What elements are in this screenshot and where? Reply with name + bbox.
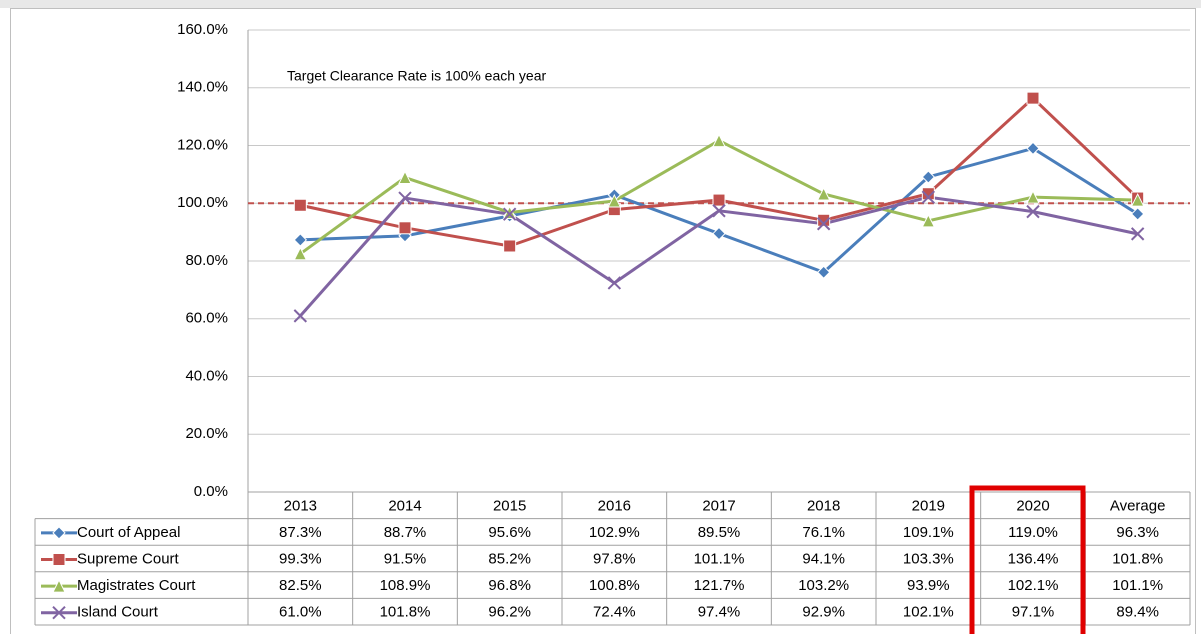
marker [293, 233, 308, 247]
x-tick-label: 2015 [493, 497, 526, 514]
marker [1130, 227, 1145, 241]
marker [712, 204, 726, 218]
marker [1130, 207, 1145, 221]
table-value: 108.9% [380, 577, 431, 594]
table-value: 82.5% [279, 577, 322, 594]
marker [1026, 141, 1040, 156]
table-value: 96.3% [1116, 524, 1159, 541]
table-value: 102.9% [589, 524, 640, 541]
table-value: 96.8% [488, 577, 531, 594]
marker [398, 221, 412, 235]
marker [293, 246, 308, 261]
table-value: 88.7% [384, 524, 427, 541]
legend-label: Court of Appeal [77, 524, 180, 541]
marker [816, 217, 831, 231]
y-tick-label: 0.0% [194, 483, 228, 500]
table-value: 103.2% [798, 577, 849, 594]
marker [817, 213, 831, 227]
marker [52, 553, 66, 566]
marker [52, 526, 66, 540]
top-bar [0, 0, 1201, 8]
table-value: 93.9% [907, 577, 950, 594]
table-value: 121.7% [694, 577, 745, 594]
table-value: 96.2% [488, 604, 531, 621]
x-tick-label: 2014 [388, 497, 421, 514]
y-tick-label: 80.0% [185, 252, 228, 269]
marker [293, 309, 308, 323]
marker [816, 265, 831, 279]
x-tick-label: 2018 [807, 497, 840, 514]
table-value: 101.8% [1112, 550, 1163, 567]
marker [607, 193, 622, 208]
table-value: 136.4% [1008, 550, 1059, 567]
table-value: 89.5% [698, 524, 741, 541]
table-value: 85.2% [488, 550, 531, 567]
marker [921, 170, 936, 184]
chart-frame [10, 8, 1196, 639]
table-value: 101.1% [1112, 577, 1163, 594]
legend-label: Supreme Court [77, 550, 180, 567]
marker [607, 276, 622, 290]
marker [921, 190, 936, 204]
y-tick-label: 60.0% [185, 310, 228, 327]
marker [921, 187, 935, 201]
table-value: 61.0% [279, 604, 322, 621]
marker [921, 213, 936, 228]
table-value: 103.3% [903, 550, 954, 567]
marker [52, 578, 66, 593]
marker [712, 226, 726, 241]
table-value: 89.4% [1116, 604, 1159, 621]
y-tick-label: 160.0% [177, 21, 228, 38]
table-value: 97.4% [698, 604, 741, 621]
table-value: 100.8% [589, 577, 640, 594]
table-value: 101.1% [694, 550, 745, 567]
table-value: 97.1% [1012, 604, 1055, 621]
marker [293, 198, 307, 212]
marker [398, 191, 412, 205]
y-tick-label: 140.0% [177, 79, 228, 96]
table-value: 119.0% [1008, 524, 1058, 541]
table-value: 95.6% [488, 524, 531, 541]
x-tick-label: 2019 [912, 497, 945, 514]
x-tick-label: 2016 [598, 497, 631, 514]
y-tick-label: 120.0% [177, 136, 228, 153]
x-tick-label: 2020 [1016, 497, 1049, 514]
x-tick-label: Average [1110, 497, 1166, 514]
table-value: 87.3% [279, 524, 322, 541]
table-value: 102.1% [903, 604, 954, 621]
table-value: 99.3% [279, 550, 322, 567]
table-value: 94.1% [802, 550, 845, 567]
table-value: 92.9% [802, 604, 845, 621]
x-tick-label: 2013 [284, 497, 317, 514]
legend-label: Magistrates Court [77, 577, 196, 594]
x-tick-label: 2017 [702, 497, 735, 514]
annotation: Target Clearance Rate is 100% each year [287, 68, 546, 84]
marker [398, 170, 412, 185]
y-tick-label: 100.0% [177, 194, 228, 211]
table-value: 91.5% [384, 550, 427, 567]
marker [1026, 204, 1040, 219]
legend-label: Island Court [77, 604, 159, 621]
table-value: 97.8% [593, 550, 636, 567]
marker [502, 207, 517, 221]
marker [503, 239, 517, 253]
marker [816, 186, 831, 201]
marker [1130, 192, 1145, 207]
table-value: 102.1% [1008, 577, 1059, 594]
marker [52, 605, 66, 620]
table-value: 109.1% [903, 524, 954, 541]
marker [712, 133, 726, 148]
marker [1026, 190, 1040, 204]
table-value: 72.4% [593, 604, 636, 621]
table-value: 76.1% [802, 524, 845, 541]
y-tick-label: 40.0% [185, 367, 228, 384]
y-tick-label: 20.0% [185, 425, 228, 442]
marker [1026, 91, 1040, 105]
marker [712, 193, 726, 207]
table-value: 101.8% [380, 604, 431, 621]
